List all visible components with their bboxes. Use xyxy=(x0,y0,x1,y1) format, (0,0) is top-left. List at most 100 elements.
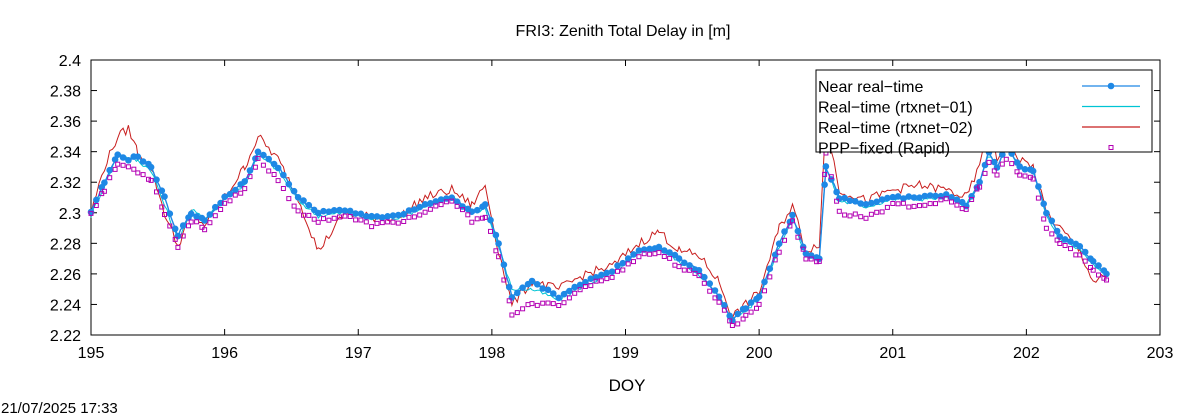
data-point xyxy=(1022,173,1028,179)
data-point xyxy=(716,299,722,305)
data-point xyxy=(889,193,897,201)
data-point xyxy=(834,198,840,204)
data-point xyxy=(286,196,292,202)
data-point xyxy=(636,254,642,260)
legend-label: Near real−time xyxy=(818,79,923,96)
data-point xyxy=(1040,200,1047,208)
data-point xyxy=(619,259,627,267)
data-point xyxy=(1103,270,1110,278)
data-point xyxy=(280,171,287,179)
data-point xyxy=(711,287,719,294)
data-point xyxy=(411,214,417,220)
data-point xyxy=(743,312,749,318)
data-point xyxy=(828,174,834,180)
data-point xyxy=(1077,252,1083,258)
legend-label: PPP−fixed (Rapid) xyxy=(818,141,950,158)
data-point xyxy=(433,203,439,209)
data-point xyxy=(153,176,160,183)
data-point xyxy=(550,290,557,297)
data-point xyxy=(492,231,500,239)
data-point xyxy=(646,245,653,253)
data-point xyxy=(342,213,348,219)
data-point xyxy=(884,194,891,202)
data-point xyxy=(314,209,322,217)
data-point xyxy=(734,310,741,318)
data-point xyxy=(93,196,100,204)
data-point xyxy=(390,219,396,225)
data-point xyxy=(775,240,783,247)
data-point xyxy=(841,194,848,202)
data-point xyxy=(520,306,526,312)
data-point xyxy=(146,176,151,182)
data-point xyxy=(842,212,848,218)
data-point xyxy=(481,201,489,208)
data-point xyxy=(874,209,880,215)
data-point xyxy=(460,207,465,213)
data-point xyxy=(148,177,154,183)
data-point xyxy=(1035,183,1042,190)
data-point xyxy=(107,175,113,181)
data-point xyxy=(337,214,342,220)
data-point xyxy=(188,219,194,225)
data-point xyxy=(449,198,455,204)
data-point xyxy=(389,212,397,219)
data-point xyxy=(808,256,814,262)
data-point xyxy=(222,200,228,206)
data-point xyxy=(1057,241,1063,246)
series-4 xyxy=(88,150,1109,328)
data-point xyxy=(416,203,424,211)
data-point xyxy=(836,208,842,214)
data-point xyxy=(814,259,820,265)
legend-swatch xyxy=(1108,145,1114,150)
data-point xyxy=(781,228,788,235)
data-point xyxy=(836,195,843,202)
data-point xyxy=(379,214,386,221)
data-point xyxy=(587,275,595,283)
data-point xyxy=(114,151,121,158)
data-point xyxy=(353,217,359,223)
data-point xyxy=(1014,169,1020,175)
data-point xyxy=(794,227,802,235)
data-point xyxy=(285,180,293,188)
data-point xyxy=(290,187,298,195)
data-point xyxy=(822,163,830,170)
data-point xyxy=(368,212,375,220)
data-point xyxy=(571,283,578,291)
data-point xyxy=(712,295,718,301)
data-point xyxy=(922,202,928,208)
data-point xyxy=(943,196,949,202)
data-point xyxy=(140,172,146,178)
chart-title: FRI3: Zenith Total Delay in [m] xyxy=(516,23,731,40)
data-point xyxy=(88,210,94,216)
data-point xyxy=(1049,231,1055,237)
data-point xyxy=(540,300,546,306)
data-point xyxy=(969,197,975,202)
data-point xyxy=(427,206,433,212)
data-point xyxy=(437,196,445,203)
data-point xyxy=(593,278,599,284)
data-point xyxy=(454,203,460,209)
data-point xyxy=(320,207,327,215)
x-tick-label: 195 xyxy=(78,345,105,362)
data-point xyxy=(525,302,531,308)
data-point xyxy=(1029,167,1037,175)
data-point xyxy=(948,194,955,201)
data-point xyxy=(1104,277,1109,283)
data-point xyxy=(226,190,234,198)
data-point xyxy=(681,267,687,273)
y-tick-label: 2.3 xyxy=(59,206,81,223)
legend-label: Real−time (rtxnet−01) xyxy=(818,100,973,117)
data-point xyxy=(363,213,370,220)
data-point xyxy=(417,212,423,218)
data-point xyxy=(1095,262,1102,269)
data-point xyxy=(675,255,683,262)
series-1 xyxy=(87,139,1110,324)
data-point xyxy=(696,273,702,279)
series-line xyxy=(90,109,1107,320)
y-tick-label: 2.34 xyxy=(50,145,81,162)
data-point xyxy=(994,172,1000,178)
data-point xyxy=(782,237,787,243)
series-2 xyxy=(90,147,1107,323)
data-point xyxy=(740,316,746,322)
data-point xyxy=(706,280,713,287)
